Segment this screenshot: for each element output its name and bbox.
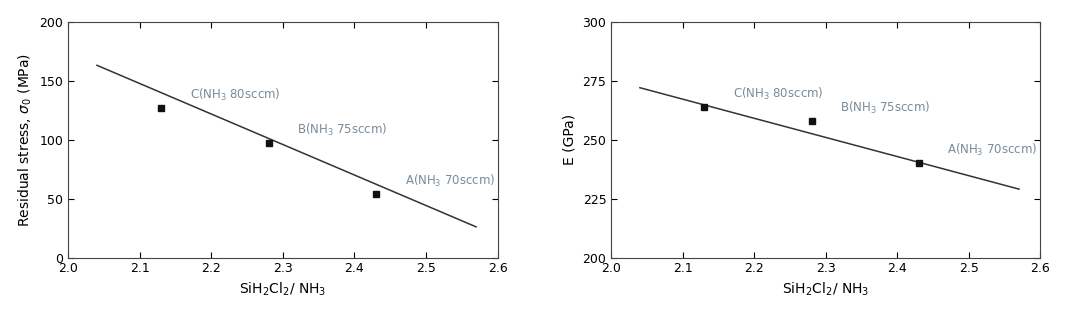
Text: B(NH$_3$ 75sccm): B(NH$_3$ 75sccm) xyxy=(298,122,387,138)
Text: C(NH$_3$ 80sccm): C(NH$_3$ 80sccm) xyxy=(190,87,281,103)
X-axis label: SiH$_2$Cl$_2$/ NH$_3$: SiH$_2$Cl$_2$/ NH$_3$ xyxy=(782,281,870,298)
Y-axis label: E (GPa): E (GPa) xyxy=(563,114,577,165)
X-axis label: SiH$_2$Cl$_2$/ NH$_3$: SiH$_2$Cl$_2$/ NH$_3$ xyxy=(239,281,327,298)
Text: A(NH$_3$ 70sccm): A(NH$_3$ 70sccm) xyxy=(947,142,1038,158)
Text: A(NH$_3$ 70sccm): A(NH$_3$ 70sccm) xyxy=(404,173,495,189)
Text: C(NH$_3$ 80sccm): C(NH$_3$ 80sccm) xyxy=(733,86,824,102)
Y-axis label: Residual stress, $\sigma_0$ (MPa): Residual stress, $\sigma_0$ (MPa) xyxy=(17,53,34,226)
Text: B(NH$_3$ 75sccm): B(NH$_3$ 75sccm) xyxy=(840,100,930,116)
